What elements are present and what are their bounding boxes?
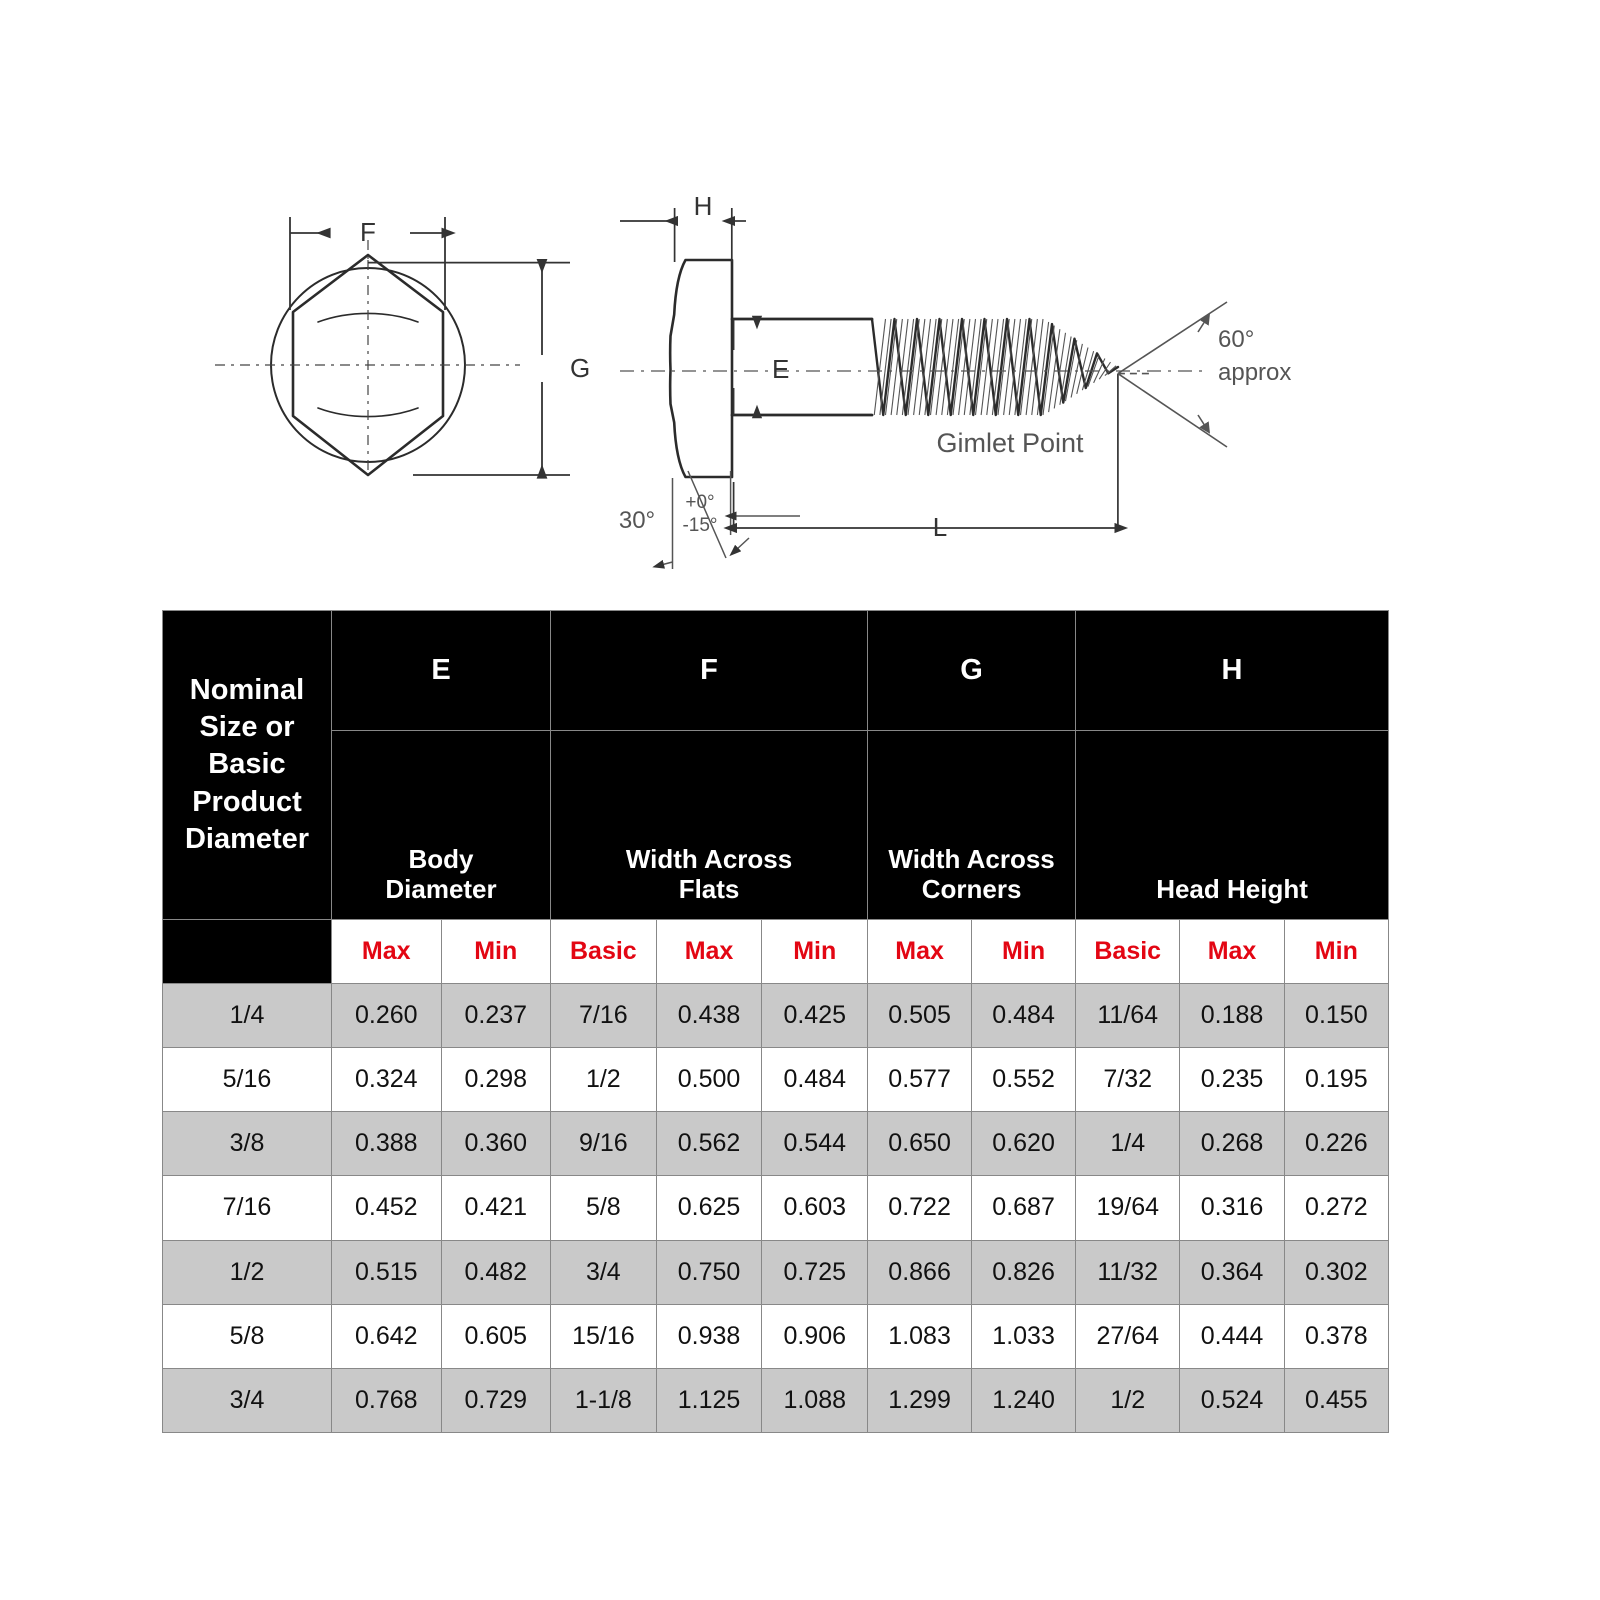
svg-text:-15°: -15° — [682, 515, 717, 536]
svg-text:F: F — [360, 217, 376, 247]
svg-text:30°: 30° — [619, 507, 655, 534]
svg-text:E: E — [772, 354, 789, 384]
svg-text:H: H — [694, 191, 713, 221]
svg-text:60°: 60° — [1218, 326, 1254, 353]
svg-text:L: L — [933, 512, 947, 542]
svg-text:+0°: +0° — [685, 492, 714, 513]
svg-text:G: G — [570, 353, 590, 383]
svg-text:Gimlet Point: Gimlet Point — [936, 428, 1084, 458]
svg-text:approx: approx — [1218, 359, 1291, 386]
